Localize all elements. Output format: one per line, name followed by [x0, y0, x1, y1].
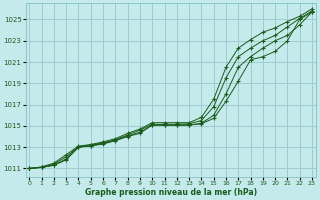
X-axis label: Graphe pression niveau de la mer (hPa): Graphe pression niveau de la mer (hPa): [84, 188, 257, 197]
